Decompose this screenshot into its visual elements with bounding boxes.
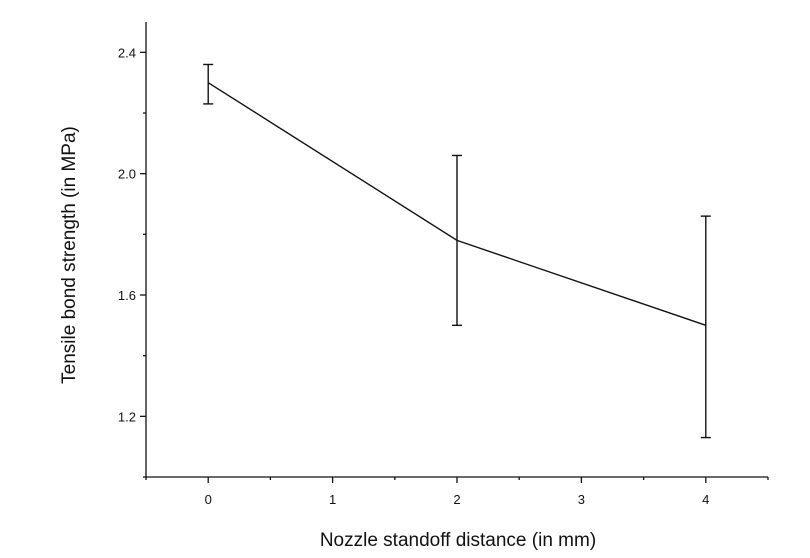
y-tick-label-3: 2.4 <box>118 45 136 60</box>
x-axis-label: Nozzle standoff distance (in mm) <box>320 530 596 551</box>
y-tick-label-0: 1.2 <box>118 409 136 424</box>
x-tick-label-0: 0 <box>205 492 212 507</box>
y-axis-label: Tensile bond strength (in MPa) <box>59 126 80 384</box>
y-tick-label-2: 2.0 <box>118 167 136 182</box>
x-tick-label-2: 2 <box>453 492 460 507</box>
series-group <box>203 63 711 439</box>
x-tick-label-4: 4 <box>702 492 709 507</box>
x-tick-label-3: 3 <box>578 492 585 507</box>
x-tick-label-1: 1 <box>329 492 336 507</box>
y-tick-label-1: 1.6 <box>118 288 136 303</box>
axes: 0 1 2 3 4 1.2 1.6 2.0 2.4 <box>118 22 769 507</box>
